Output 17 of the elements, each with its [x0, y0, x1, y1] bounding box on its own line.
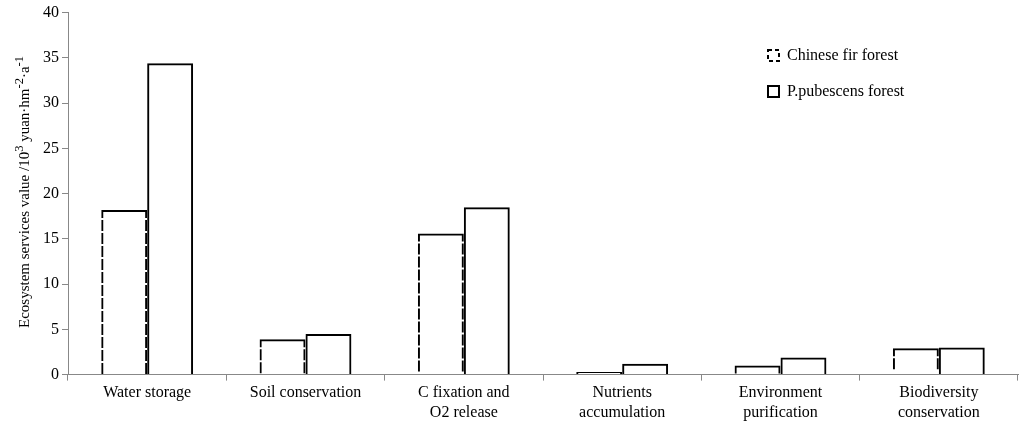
y-tick-label: 35 — [43, 48, 59, 66]
x-tick-label: C fixation and O2 release — [418, 383, 510, 420]
x-tick-label: Water storage — [103, 383, 192, 402]
y-tick-label: 25 — [43, 138, 59, 156]
x-tick-label: Nutrients accumulation — [579, 383, 666, 420]
y-tick-label: 30 — [43, 93, 59, 111]
y-tick-label: 10 — [43, 274, 59, 292]
legend-label: Chinese fir forest — [787, 45, 899, 63]
x-tick-label: Biodiversity conservation — [897, 383, 980, 420]
x-tick-label: Soil conservation — [249, 383, 362, 401]
y-tick-label: 5 — [51, 319, 59, 337]
y-tick-label: 40 — [43, 2, 59, 20]
legend-label: P.pubescens forest — [787, 81, 905, 100]
y-tick-label: 20 — [43, 183, 59, 201]
x-tick-label: Environment purification — [738, 383, 823, 421]
y-tick-label: 0 — [51, 364, 59, 382]
y-tick-label: 15 — [43, 229, 59, 247]
